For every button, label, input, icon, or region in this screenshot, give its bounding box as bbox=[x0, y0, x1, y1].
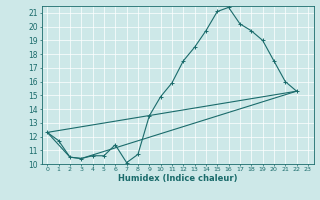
X-axis label: Humidex (Indice chaleur): Humidex (Indice chaleur) bbox=[118, 174, 237, 183]
